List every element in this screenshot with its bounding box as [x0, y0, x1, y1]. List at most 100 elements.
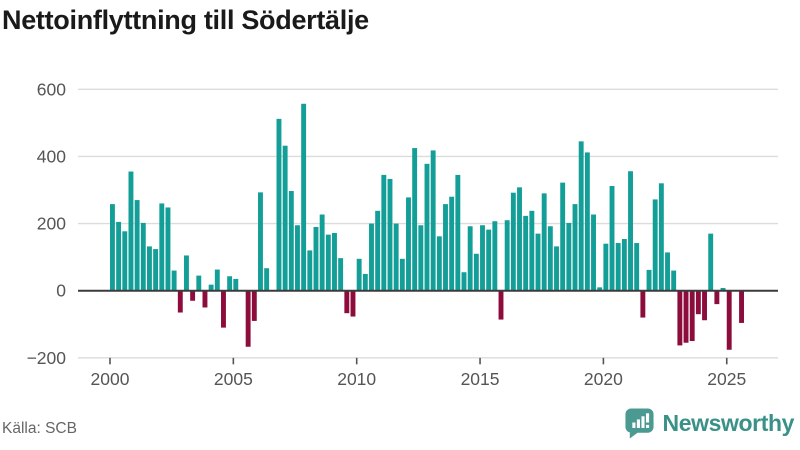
y-tick-label-0: 0: [56, 281, 66, 301]
bar-2009-Q2: [338, 258, 344, 291]
bar-2003-Q1: [184, 255, 189, 291]
bar-2015-Q2: [486, 229, 492, 291]
bar-2015-Q3: [492, 221, 498, 291]
bar-2011-Q4: [399, 258, 405, 291]
bar-2018-Q2: [560, 182, 566, 291]
bar-2017-Q3: [541, 193, 547, 291]
bar-2020-Q2: [609, 185, 615, 291]
bar-2001-Q1: [134, 200, 140, 291]
bar-2024-Q4: [720, 288, 726, 291]
bar-2014-Q2: [461, 272, 467, 291]
bar-2021-Q1: [628, 171, 633, 291]
x-tick-label-2015: 2015: [461, 369, 500, 389]
bar-2001-Q4: [153, 249, 159, 291]
bar-2005-Q4: [251, 290, 257, 321]
bar-2003-Q4: [202, 290, 208, 308]
bar-2022-Q2: [658, 183, 664, 291]
bar-2005-Q3: [245, 290, 251, 347]
bar-2016-Q4: [523, 215, 529, 291]
bar-2004-Q1: [208, 284, 214, 291]
bar-2001-Q2: [140, 222, 146, 291]
bar-2024-Q3: [714, 290, 720, 305]
bar-2000-Q3: [122, 231, 128, 291]
bar-2013-Q1: [430, 150, 436, 291]
bar-2001-Q3: [147, 246, 152, 291]
bar-2020-Q1: [603, 243, 609, 291]
bar-2019-Q3: [591, 214, 596, 291]
bar-2021-Q4: [646, 269, 652, 291]
bar-2017-Q4: [547, 226, 553, 291]
bar-2021-Q2: [634, 243, 640, 291]
x-tick-label-2000: 2000: [91, 369, 130, 389]
bar-2012-Q1: [406, 197, 411, 291]
bar-2019-Q1: [578, 141, 584, 291]
y-tick-label-400: 400: [37, 146, 66, 166]
bar-2007-Q4: [301, 103, 307, 291]
bar-2009-Q1: [332, 232, 337, 291]
x-tick-label-2005: 2005: [214, 369, 253, 389]
bar-2000-Q4: [128, 171, 134, 291]
bar-2013-Q2: [436, 236, 442, 291]
bar-2013-Q4: [449, 196, 455, 291]
bar-2016-Q2: [510, 192, 516, 291]
bar-2015-Q4: [498, 290, 504, 320]
bar-2011-Q3: [393, 223, 399, 291]
bar-2009-Q4: [350, 290, 356, 317]
bar-2017-Q2: [535, 233, 541, 291]
newsworthy-logo[interactable]: Newsworthy: [624, 407, 794, 439]
bar-2015-Q1: [480, 225, 485, 291]
bar-2004-Q4: [227, 276, 233, 291]
bar-2011-Q1: [381, 174, 387, 291]
bar-2012-Q3: [418, 225, 424, 291]
bar-2021-Q3: [640, 290, 646, 318]
bar-2010-Q2: [362, 273, 368, 291]
bar-2002-Q3: [171, 270, 177, 291]
bar-2023-Q2: [683, 290, 689, 343]
bar-2023-Q1: [677, 290, 683, 346]
bar-2020-Q4: [621, 239, 627, 291]
bar-2003-Q3: [196, 275, 202, 291]
newsworthy-chart-bubble-icon: [624, 407, 655, 439]
bar-2006-Q1: [258, 192, 263, 291]
y-tick-label-200: 200: [37, 214, 66, 234]
bar-2024-Q1: [702, 290, 707, 321]
bar-2007-Q1: [282, 145, 288, 291]
bar-2014-Q3: [467, 226, 473, 291]
source-note: Källa: SCB: [2, 420, 77, 437]
bar-2005-Q1: [233, 278, 239, 291]
bar-2009-Q3: [344, 290, 350, 314]
bar-2002-Q1: [159, 203, 165, 291]
bar-2014-Q1: [455, 174, 461, 291]
x-tick-label-2020: 2020: [584, 369, 623, 389]
bar-2004-Q2: [214, 269, 220, 291]
bar-2023-Q3: [689, 290, 695, 342]
bar-2006-Q4: [276, 118, 282, 291]
bar-2018-Q4: [572, 204, 578, 291]
bar-2011-Q2: [387, 178, 393, 291]
y-tick-label--200: −200: [27, 348, 67, 368]
y-tick-label-600: 600: [37, 79, 66, 99]
chart-title: Nettoinflyttning till Södertälje: [2, 5, 369, 35]
bar-2004-Q3: [221, 290, 226, 328]
bar-2022-Q4: [671, 270, 677, 291]
bar-2010-Q1: [356, 258, 362, 291]
bar-2014-Q4: [473, 253, 479, 291]
bar-2017-Q1: [529, 210, 535, 291]
bar-2010-Q4: [375, 210, 381, 291]
bar-2007-Q3: [295, 225, 300, 291]
newsworthy-logo-text: Newsworthy: [662, 409, 795, 436]
bar-2018-Q3: [566, 222, 572, 291]
x-tick-label-2025: 2025: [707, 369, 746, 389]
bar-2023-Q4: [695, 290, 701, 315]
bar-2016-Q1: [504, 220, 510, 291]
bar-2025-Q1: [726, 290, 732, 350]
bar-2003-Q2: [190, 290, 196, 301]
bar-2024-Q2: [708, 233, 714, 291]
bar-2022-Q1: [652, 199, 658, 291]
bar-2022-Q3: [665, 252, 670, 291]
bar-2008-Q4: [325, 234, 331, 291]
x-tick-label-2010: 2010: [337, 369, 376, 389]
bar-2016-Q3: [517, 187, 522, 291]
